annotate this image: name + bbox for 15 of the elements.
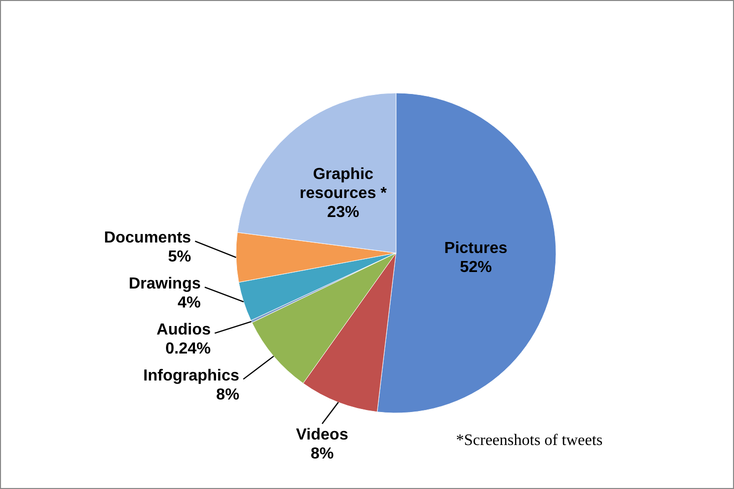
text: *Screenshots of tweets — [456, 432, 603, 449]
data-label: 5% — [168, 248, 192, 266]
data-label: 23% — [327, 204, 360, 221]
data-label: 4% — [178, 294, 201, 312]
slice-label: Infographics — [143, 368, 240, 385]
slice-label: Drawings — [128, 276, 201, 293]
slice-label: Audios — [156, 322, 211, 339]
slice-label: Documents — [104, 230, 192, 247]
data-label: 52% — [460, 259, 492, 276]
data-label: 0.24% — [165, 340, 211, 358]
data-label: 8% — [310, 446, 334, 463]
slice-label: Videos — [296, 426, 348, 444]
slice-label: Pictures — [444, 240, 508, 258]
data-label: 8% — [216, 386, 240, 404]
slice-label: Graphic resources * — [300, 166, 388, 202]
